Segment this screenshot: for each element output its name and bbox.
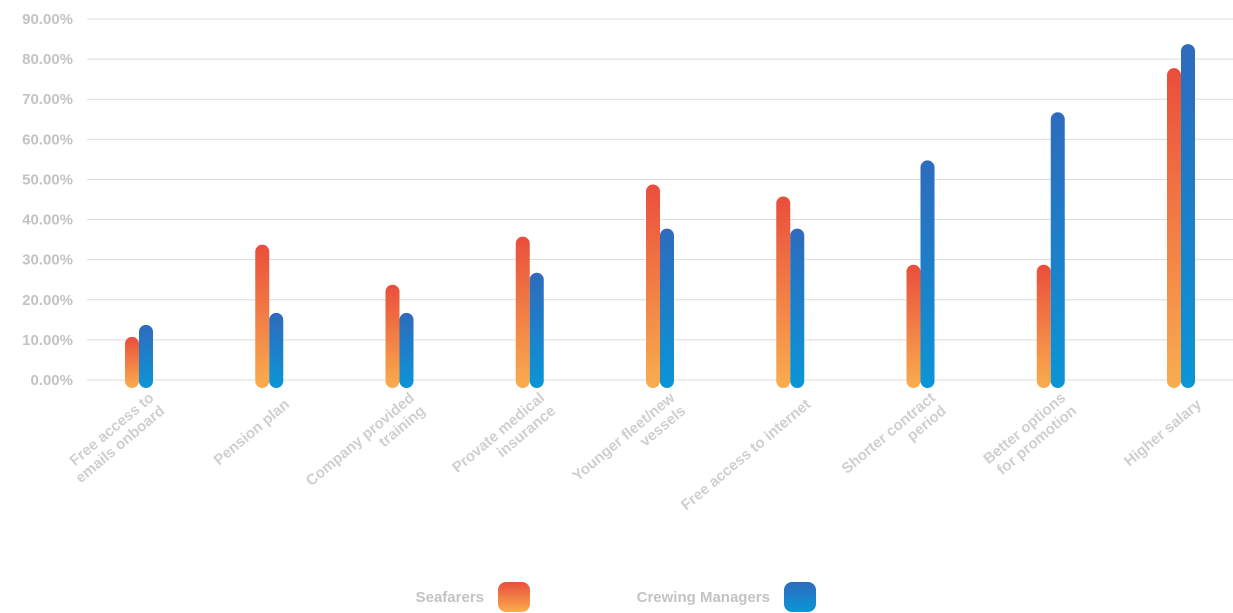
y-tick-label: 40.00% <box>22 212 73 229</box>
crewing-managers-bar <box>920 160 935 388</box>
legend-swatch <box>498 582 530 612</box>
y-tick-label: 90.00% <box>22 11 73 28</box>
crewing-managers-bar <box>399 312 414 388</box>
x-tick-label: Company providedtraining <box>303 389 429 502</box>
seafarers-bar <box>1036 264 1051 388</box>
x-tick-label: Provate medicalinsurance <box>449 389 559 489</box>
crewing-managers-bar <box>139 324 153 388</box>
seafarers-bar <box>255 244 270 388</box>
legend-label: Crewing Managers <box>637 589 770 606</box>
legend: Seafarers Crewing Managers <box>416 582 816 612</box>
seafarers-bar <box>906 264 921 388</box>
seafarers-bar <box>646 184 660 388</box>
crewing-managers-bar <box>1181 44 1195 388</box>
x-tick-label: Younger fleet/newvessels <box>569 389 689 498</box>
x-tick-label: Shorter contractperiod <box>838 389 949 490</box>
crewing-managers-bar <box>790 228 805 388</box>
y-tick-label: 50.00% <box>22 171 73 188</box>
x-tick-label: Free access toemails onboard <box>61 389 168 486</box>
crewing-managers-bar <box>1050 112 1065 389</box>
y-tick-label: 0.00% <box>30 372 73 389</box>
y-tick-label: 70.00% <box>22 91 73 108</box>
legend-swatch <box>784 582 816 612</box>
crewing-managers-bar <box>529 272 544 388</box>
legend-label: Seafarers <box>416 589 484 606</box>
y-tick-label: 10.00% <box>22 332 73 349</box>
x-axis-labels: Free access toemails onboard Pension plan… <box>61 389 1206 514</box>
seafarers-bar <box>385 284 400 388</box>
crewing-managers-bar <box>269 312 284 388</box>
seafarers-bar <box>515 236 530 388</box>
y-tick-label: 30.00% <box>22 252 73 269</box>
y-tick-label: 60.00% <box>22 131 73 148</box>
y-tick-label: 80.00% <box>22 51 73 68</box>
seafarers-bar <box>776 196 791 388</box>
x-tick-label: Better optionsfor promotion <box>980 389 1080 480</box>
x-tick-label: Pension plan <box>211 396 293 469</box>
bars <box>125 44 1195 389</box>
seafarers-bar <box>125 336 139 388</box>
x-tick-label: Free access to internet <box>678 396 814 514</box>
y-tick-label: 20.00% <box>22 292 73 309</box>
crewing-managers-bar <box>660 228 674 388</box>
seafarers-bar <box>1167 68 1181 389</box>
y-axis-ticks: 0.00% 10.00% 20.00% 30.00% 40.00% 50.00% 60.00… <box>22 11 73 389</box>
x-tick-label: Higher salary <box>1121 395 1205 470</box>
